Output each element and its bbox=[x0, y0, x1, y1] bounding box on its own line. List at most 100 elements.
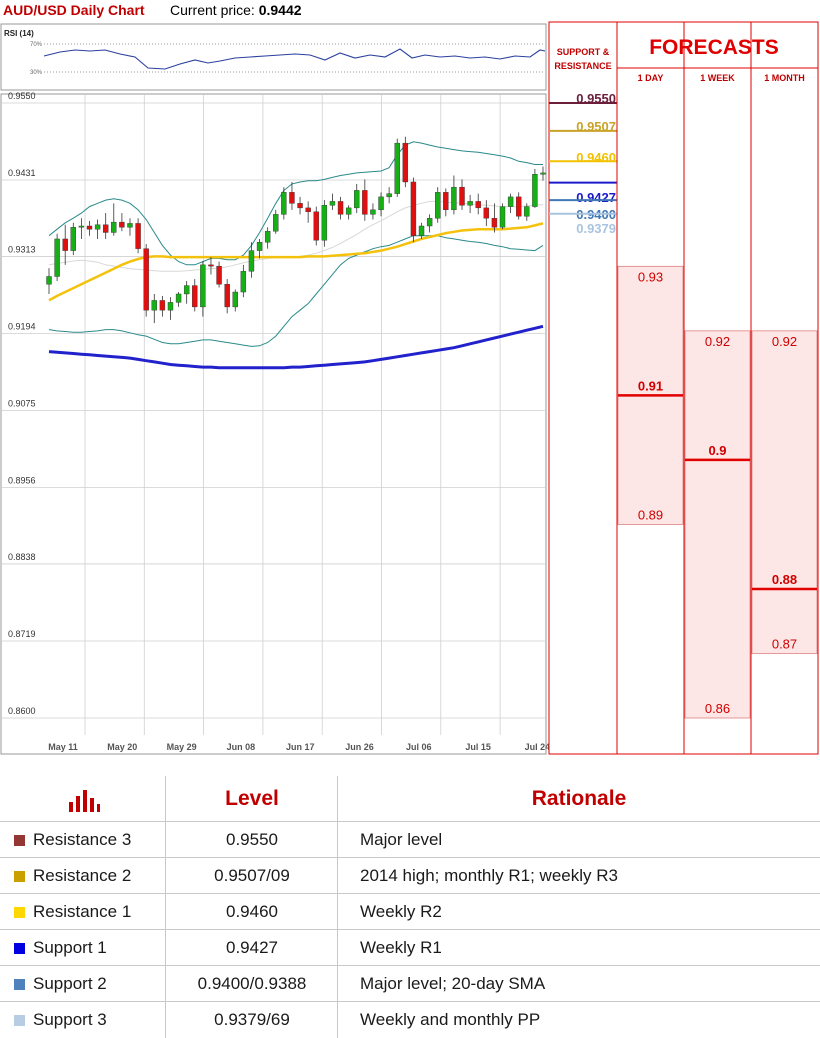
candle-body bbox=[443, 192, 449, 211]
level-name: Support 3 bbox=[33, 1010, 107, 1029]
bar-chart-icon bbox=[68, 789, 100, 812]
candle-body bbox=[208, 264, 214, 267]
level-rationale-cell: Major level; 20-day SMA bbox=[337, 966, 820, 1002]
candle-body bbox=[337, 201, 344, 215]
candle-body bbox=[70, 227, 76, 251]
sr-level-label: 0.9460 bbox=[576, 150, 616, 165]
candle-body bbox=[370, 209, 376, 215]
level-name-cell: Support 2 bbox=[0, 966, 165, 1002]
forecast-column-header: 1 DAY bbox=[638, 73, 664, 83]
candle-body bbox=[119, 221, 125, 228]
support-resistance-column: SUPPORT & RESISTANCE 0.9550 0.9507 0.9460 0… bbox=[548, 21, 618, 755]
candle-body bbox=[459, 186, 465, 206]
candle-body bbox=[102, 224, 109, 233]
levels-table: Level Rationale Resistance 3 0.9550 Major le… bbox=[0, 776, 820, 1038]
candle-body bbox=[386, 193, 392, 198]
candle-body bbox=[321, 205, 328, 241]
bollinger-upper bbox=[48, 141, 543, 266]
x-tick-label: Jun 08 bbox=[227, 742, 256, 752]
forecast-columns: FORECASTS 1 DAY 0.93 0.91 0.89 1 WEEK 0.92 0.9… bbox=[616, 21, 819, 755]
candle-body bbox=[418, 225, 425, 236]
level-name: Resistance 2 bbox=[33, 866, 132, 885]
candle-body bbox=[297, 203, 303, 209]
sr-level-label: 0.9427 bbox=[576, 190, 616, 205]
level-color-swatch bbox=[14, 834, 25, 846]
rsi-line bbox=[43, 48, 546, 70]
candle-body bbox=[248, 250, 255, 272]
x-tick-label: May 20 bbox=[107, 742, 137, 752]
forecast-range bbox=[684, 330, 751, 719]
level-value-cell: 0.9507/09 bbox=[165, 858, 338, 894]
forecast-median-label: 0.91 bbox=[638, 378, 663, 393]
candle-body bbox=[540, 172, 546, 175]
level-value-cell: 0.9460 bbox=[165, 894, 338, 930]
candle-body bbox=[410, 181, 417, 236]
candle-body bbox=[435, 192, 441, 219]
y-axis: 0.9550 0.9431 0.9313 0.9194 0.9075 0.8956 0.88… bbox=[8, 91, 36, 716]
level-name: Resistance 1 bbox=[33, 902, 132, 921]
bollinger-lower bbox=[48, 235, 544, 347]
moving-averages bbox=[48, 222, 544, 370]
candle-body bbox=[175, 293, 182, 303]
rsi-frame bbox=[0, 23, 547, 91]
candle-body bbox=[46, 276, 52, 285]
table-row: Support 2 0.9400/0.9388 Major level; 20-da… bbox=[0, 965, 820, 1002]
x-tick-label: May 11 bbox=[48, 742, 78, 752]
candlesticks bbox=[46, 136, 546, 324]
sr-label-line1: SUPPORT & bbox=[557, 47, 610, 57]
level-rationale-cell: Weekly and monthly PP bbox=[337, 1002, 820, 1038]
candle-body bbox=[507, 196, 514, 207]
y-tick-label: 0.8600 bbox=[8, 706, 36, 716]
level-name-cell: Resistance 2 bbox=[0, 858, 165, 894]
current-price-value: 0.9442 bbox=[258, 2, 302, 18]
forecast-range bbox=[751, 330, 818, 654]
candle-body bbox=[151, 300, 157, 311]
y-tick-label: 0.9075 bbox=[8, 399, 36, 409]
candle-body bbox=[78, 225, 85, 228]
forecast-bottom-label: 0.87 bbox=[772, 636, 797, 651]
forecasts-title: FORECASTS bbox=[649, 36, 779, 59]
candle-body bbox=[232, 291, 238, 308]
table-row: Resistance 1 0.9460 Weekly R2 bbox=[0, 893, 820, 930]
forecast-bottom-label: 0.86 bbox=[705, 701, 730, 716]
x-tick-label: Jun 17 bbox=[286, 742, 315, 752]
sma-yellow-line bbox=[48, 222, 544, 302]
level-color-swatch bbox=[14, 906, 25, 918]
level-value-cell: 0.9550 bbox=[165, 822, 338, 858]
sr-frame bbox=[548, 21, 618, 755]
level-name-cell: Resistance 1 bbox=[0, 894, 165, 930]
y-tick-label: 0.9313 bbox=[8, 244, 36, 254]
rsi-lower-label: 30% bbox=[30, 70, 43, 76]
candle-body bbox=[491, 218, 498, 228]
sr-level-label: 0.9507 bbox=[576, 119, 616, 134]
candle-body bbox=[524, 206, 530, 217]
level-color-swatch bbox=[14, 1014, 25, 1026]
candle-body bbox=[273, 214, 279, 232]
forecast-median-label: 0.9 bbox=[708, 443, 726, 458]
level-color-swatch bbox=[14, 942, 25, 954]
table-header-icon-cell bbox=[0, 776, 165, 821]
candle-body bbox=[86, 225, 93, 230]
forecast-top-label: 0.93 bbox=[638, 269, 663, 284]
candle-body bbox=[499, 206, 506, 228]
candle-body bbox=[200, 264, 206, 308]
y-tick-label: 0.9550 bbox=[8, 91, 36, 101]
level-name: Resistance 3 bbox=[33, 830, 132, 849]
candle-body bbox=[143, 248, 149, 311]
y-tick-label: 0.8838 bbox=[8, 552, 36, 562]
candle-body bbox=[167, 302, 174, 311]
level-name: Support 1 bbox=[33, 938, 107, 957]
level-color-swatch bbox=[14, 978, 25, 990]
forecast-column-header: 1 MONTH bbox=[764, 73, 805, 83]
level-value-cell: 0.9400/0.9388 bbox=[165, 966, 338, 1002]
candle-body bbox=[256, 241, 263, 251]
candle-body bbox=[313, 211, 319, 241]
candle-body bbox=[135, 223, 141, 249]
level-rationale-cell: Major level bbox=[337, 822, 820, 858]
level-rationale-cell: Weekly R2 bbox=[337, 894, 820, 930]
level-value-cell: 0.9427 bbox=[165, 930, 338, 966]
forecast-column-frame bbox=[750, 21, 819, 755]
candle-body bbox=[183, 285, 190, 295]
candle-body bbox=[362, 190, 368, 215]
table-row: Support 1 0.9427 Weekly R1 bbox=[0, 929, 820, 966]
